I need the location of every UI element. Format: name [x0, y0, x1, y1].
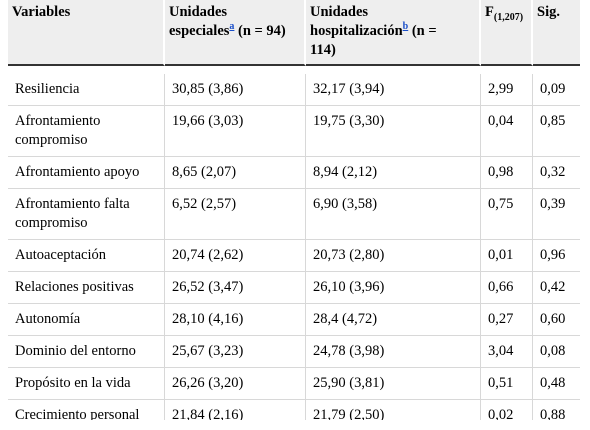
header-f-label: F — [485, 4, 494, 20]
cell-sig-value: 0,85 — [533, 106, 580, 157]
table-header: Variables Unidades especialesa (n = 94) U… — [8, 0, 580, 66]
cell-variable: Afrontamiento apoyo — [8, 157, 165, 189]
header-unidades-hospitalizacion: Unidades hospitalizaciónb (n = 114) — [306, 0, 481, 66]
cell-unidades-hospitalizacion: 8,94 (2,12) — [306, 157, 481, 189]
table-row: Afrontamiento apoyo 8,65 (2,07) 8,94 (2,12… — [8, 157, 580, 189]
cell-unidades-hospitalizacion: 6,90 (3,58) — [306, 189, 481, 240]
results-table: Variables Unidades especialesa (n = 94) U… — [8, 0, 580, 420]
header-variables: Variables — [8, 0, 165, 66]
cell-variable: Autonomía — [8, 304, 165, 336]
cell-f-value: 0,66 — [481, 272, 533, 304]
table-row: Afrontamiento falta compromiso 6,52 (2,57… — [8, 189, 580, 240]
header-hospitalizacion-suffix: (n = — [408, 23, 437, 39]
cell-f-value: 0,27 — [481, 304, 533, 336]
table-row: Dominio del entorno 25,67 (3,23) 24,78 (3,… — [8, 336, 580, 368]
header-hospitalizacion-line2: hospitalización — [310, 23, 403, 39]
results-table-container: Variables Unidades especialesa (n = 94) U… — [8, 0, 580, 420]
cell-sig-value: 0,60 — [533, 304, 580, 336]
cell-sig-value: 0,32 — [533, 157, 580, 189]
cell-unidades-especiales: 28,10 (4,16) — [165, 304, 306, 336]
cell-unidades-especiales: 8,65 (2,07) — [165, 157, 306, 189]
cell-unidades-especiales: 25,67 (3,23) — [165, 336, 306, 368]
table-row: Afrontamiento compromiso 19,66 (3,03) 19,7… — [8, 106, 580, 157]
cell-unidades-hospitalizacion: 19,75 (3,30) — [306, 106, 481, 157]
header-row: Variables Unidades especialesa (n = 94) U… — [8, 0, 580, 66]
header-sig-label: Sig. — [537, 4, 560, 20]
cell-sig-value: 0,96 — [533, 240, 580, 272]
cell-unidades-especiales: 26,26 (3,20) — [165, 368, 306, 400]
table-row: Relaciones positivas 26,52 (3,47) 26,10 (3… — [8, 272, 580, 304]
spacer-cell — [8, 66, 580, 74]
cell-variable: Propósito en la vida — [8, 368, 165, 400]
table-row: Propósito en la vida 26,26 (3,20) 25,90 (3… — [8, 368, 580, 400]
cell-f-value: 0,01 — [481, 240, 533, 272]
cell-variable: Afrontamiento compromiso — [8, 106, 165, 157]
cell-unidades-hospitalizacion: 26,10 (3,96) — [306, 272, 481, 304]
cell-sig-value: 0,09 — [533, 74, 580, 106]
cell-unidades-hospitalizacion: 24,78 (3,98) — [306, 336, 481, 368]
header-especiales-line1: Unidades — [169, 4, 228, 20]
cell-unidades-especiales: 19,66 (3,03) — [165, 106, 306, 157]
cell-unidades-especiales: 20,74 (2,62) — [165, 240, 306, 272]
cell-unidades-hospitalizacion: 21,79 (2,50) — [306, 400, 481, 420]
table-row: Autonomía 28,10 (4,16) 28,4 (4,72) 0,27 0,60 — [8, 304, 580, 336]
header-hospitalizacion-line3: 114) — [310, 42, 336, 58]
cell-variable: Dominio del entorno — [8, 336, 165, 368]
cell-f-value: 2,99 — [481, 74, 533, 106]
cell-unidades-especiales: 26,52 (3,47) — [165, 272, 306, 304]
footnote-link-b[interactable]: b — [402, 21, 409, 33]
table-row: Autoaceptación 20,74 (2,62) 20,73 (2,80) 0,… — [8, 240, 580, 272]
header-f-statistic: F(1,207) — [481, 0, 533, 66]
header-spacer-row — [8, 66, 580, 74]
cell-sig-value: 0,88 — [533, 400, 580, 420]
header-sig: Sig. — [533, 0, 580, 66]
cell-sig-value: 0,42 — [533, 272, 580, 304]
cell-sig-value: 0,08 — [533, 336, 580, 368]
header-unidades-especiales: Unidades especialesa (n = 94) — [165, 0, 306, 66]
header-variables-label: Variables — [12, 4, 71, 20]
cell-f-value: 0,75 — [481, 189, 533, 240]
cell-unidades-especiales: 30,85 (3,86) — [165, 74, 306, 106]
cell-unidades-hospitalizacion: 20,73 (2,80) — [306, 240, 481, 272]
cell-sig-value: 0,48 — [533, 368, 580, 400]
cell-sig-value: 0,39 — [533, 189, 580, 240]
cell-f-value: 0,51 — [481, 368, 533, 400]
footnote-link-a[interactable]: a — [229, 21, 235, 33]
table-body: Resiliencia 30,85 (3,86) 32,17 (3,94) 2,99 0… — [8, 66, 580, 420]
table-row: Crecimiento personal 21,84 (2,16) 21,79 (2… — [8, 400, 580, 420]
cell-variable: Crecimiento personal — [8, 400, 165, 420]
cell-f-value: 3,04 — [481, 336, 533, 368]
cell-f-value: 0,02 — [481, 400, 533, 420]
cell-f-value: 0,04 — [481, 106, 533, 157]
cell-f-value: 0,98 — [481, 157, 533, 189]
table-row: Resiliencia 30,85 (3,86) 32,17 (3,94) 2,99 0… — [8, 74, 580, 106]
header-especiales-suffix: (n = 94) — [234, 23, 286, 39]
cell-unidades-hospitalizacion: 32,17 (3,94) — [306, 74, 481, 106]
cell-unidades-hospitalizacion: 25,90 (3,81) — [306, 368, 481, 400]
cell-unidades-hospitalizacion: 28,4 (4,72) — [306, 304, 481, 336]
cell-variable: Resiliencia — [8, 74, 165, 106]
cell-variable: Autoaceptación — [8, 240, 165, 272]
header-hospitalizacion-line1: Unidades — [310, 4, 369, 20]
cell-variable: Afrontamiento falta compromiso — [8, 189, 165, 240]
header-f-subscript: (1,207) — [493, 11, 524, 23]
cell-unidades-especiales: 21,84 (2,16) — [165, 400, 306, 420]
cell-variable: Relaciones positivas — [8, 272, 165, 304]
header-especiales-line2: especiales — [169, 23, 230, 39]
cell-unidades-especiales: 6,52 (2,57) — [165, 189, 306, 240]
